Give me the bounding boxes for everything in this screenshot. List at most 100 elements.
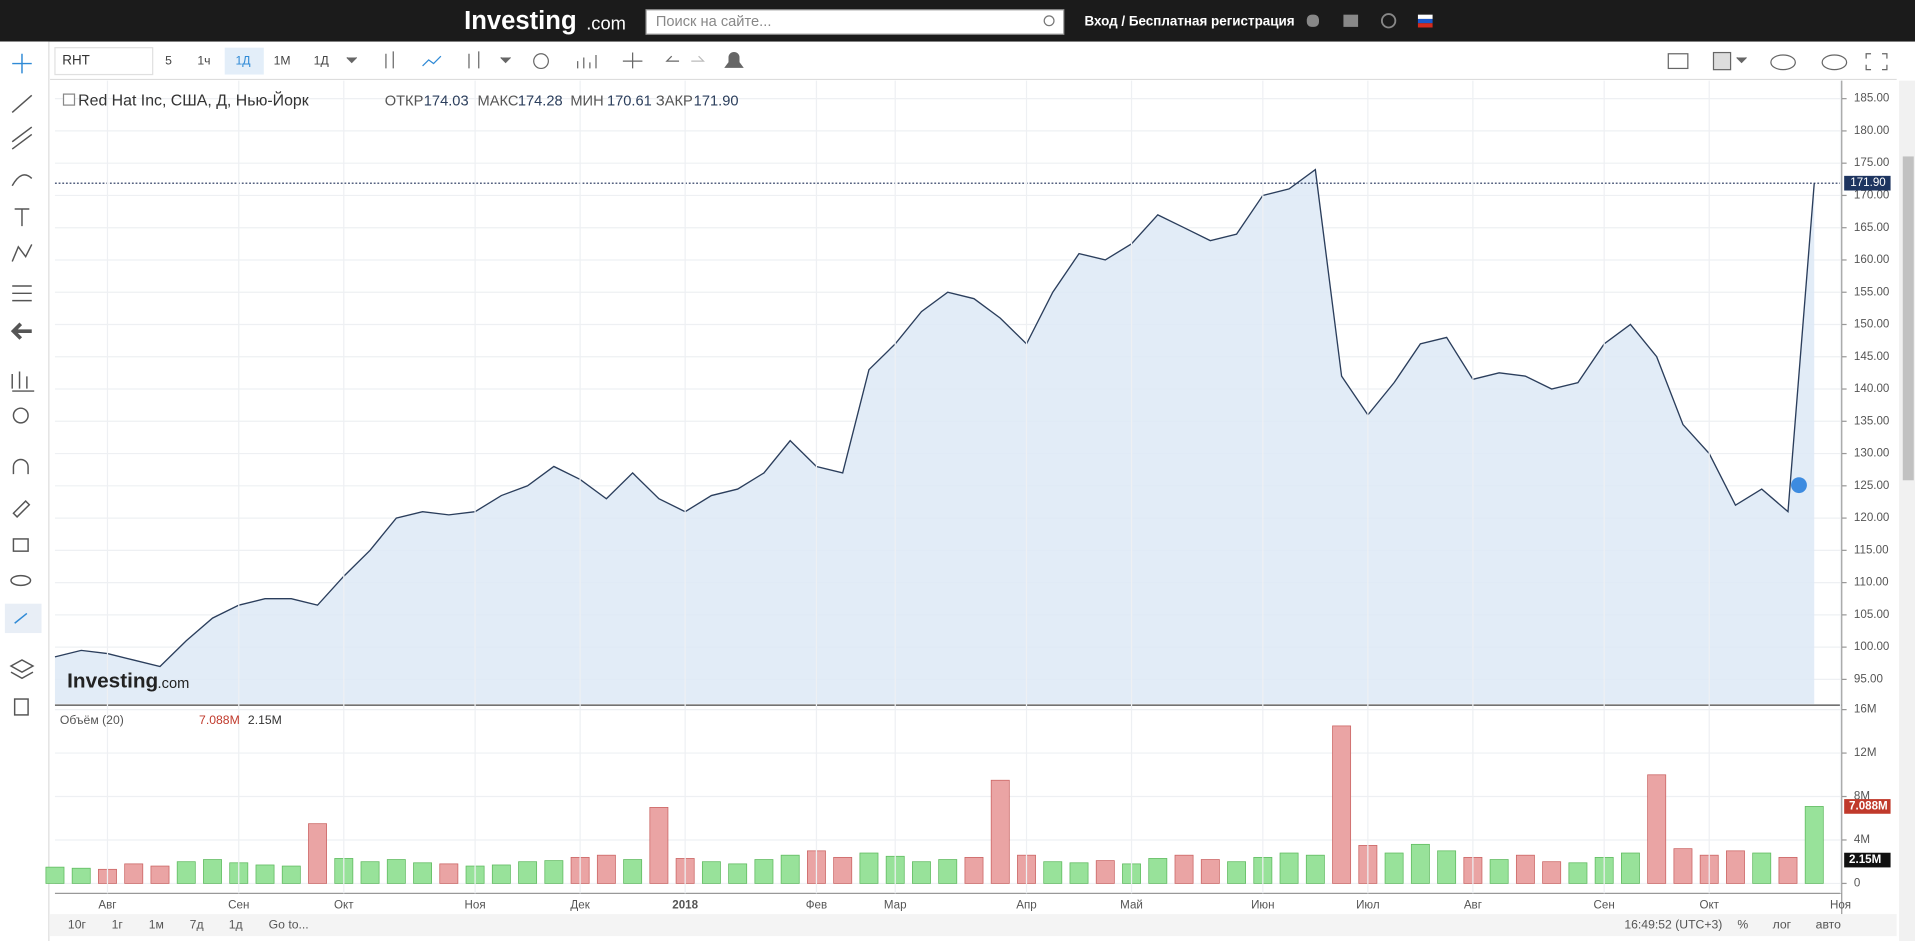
y-tick-label: 115.00 xyxy=(1854,543,1889,556)
delete-tool[interactable] xyxy=(13,698,29,716)
lock-drawing-tool[interactable] xyxy=(12,500,31,518)
clock: 16:49:52 (UTC+3) xyxy=(1624,917,1722,931)
volume-bar xyxy=(596,854,616,884)
fullscreen[interactable] xyxy=(1865,53,1888,71)
line-style[interactable] xyxy=(422,55,442,67)
event-marker[interactable] xyxy=(1791,477,1807,494)
volume-bar xyxy=(150,865,170,884)
interval-button[interactable]: 1ч xyxy=(197,53,210,67)
y-tick-label: 95.00 xyxy=(1854,672,1883,685)
range-button[interactable]: 1м xyxy=(149,917,164,931)
x-tick-label: Авг xyxy=(1464,899,1482,912)
interval-button[interactable]: 5 xyxy=(165,53,172,67)
link-tool[interactable] xyxy=(14,612,28,624)
layers-tool[interactable] xyxy=(9,659,35,680)
scale-option[interactable]: % xyxy=(1737,917,1748,931)
interval-button[interactable]: 1Д xyxy=(236,53,252,67)
y-tick-label: 4M xyxy=(1854,833,1870,846)
range-button[interactable]: 1г xyxy=(112,917,124,931)
template-menu[interactable] xyxy=(1736,57,1747,64)
text-tool[interactable] xyxy=(14,208,30,227)
y-tick-label: 155.00 xyxy=(1854,285,1889,298)
search-box[interactable] xyxy=(645,9,1065,35)
flag-icon[interactable] xyxy=(1417,18,1433,24)
y-tick-label: 180.00 xyxy=(1854,124,1889,137)
x-tick-label: Сен xyxy=(1594,899,1615,912)
brush-tool[interactable] xyxy=(11,174,33,187)
screenshot[interactable] xyxy=(1667,53,1689,70)
goto-button[interactable]: Go to... xyxy=(269,917,309,931)
login-link[interactable]: Вход / Бесплатная регистрация xyxy=(1085,14,1295,29)
back-tool[interactable] xyxy=(10,322,32,340)
volume-bar xyxy=(1069,862,1089,884)
scale-option[interactable]: лог xyxy=(1773,917,1792,931)
interval-menu[interactable] xyxy=(346,57,358,64)
redo[interactable] xyxy=(691,55,705,62)
pattern-tool[interactable] xyxy=(11,244,33,262)
y-tick-label: 140.00 xyxy=(1854,382,1889,395)
interval-button[interactable]: 1Д xyxy=(314,53,330,67)
lock-tool[interactable] xyxy=(12,538,29,552)
zoom-tool[interactable] xyxy=(12,407,29,424)
range-button[interactable]: 10г xyxy=(68,917,87,931)
fib-tool[interactable] xyxy=(12,285,32,302)
volume-bar xyxy=(413,862,432,884)
measure-tool[interactable] xyxy=(11,371,35,392)
eye-tool[interactable] xyxy=(10,574,32,587)
search-icon[interactable] xyxy=(1043,15,1055,27)
volume-bar xyxy=(1804,806,1824,884)
symbol[interactable]: RHT xyxy=(62,53,90,68)
ohlc-name: МАКС xyxy=(478,93,519,109)
y-tick-label: 170.00 xyxy=(1854,189,1889,202)
link-tool-bg[interactable] xyxy=(4,603,42,634)
volume-bar xyxy=(1200,859,1220,884)
y-tick-label: 16M xyxy=(1854,703,1877,716)
logo-suffix[interactable]: .com xyxy=(586,12,626,33)
bell-icon[interactable] xyxy=(1306,14,1320,27)
volume-bar xyxy=(990,779,1010,884)
style-menu[interactable] xyxy=(500,57,511,64)
symbol-input[interactable] xyxy=(54,47,154,76)
ohlc-value: 170.61 xyxy=(607,93,652,109)
volume-bar xyxy=(1752,852,1772,884)
undo[interactable] xyxy=(665,55,680,62)
y-tick-label: 165.00 xyxy=(1854,221,1889,234)
volume-bar xyxy=(859,852,879,884)
compare[interactable] xyxy=(622,52,643,69)
load[interactable] xyxy=(1770,54,1796,71)
save[interactable] xyxy=(1821,54,1848,71)
x-tick-label: Мар xyxy=(884,899,907,912)
search-placeholder[interactable]: Поиск на сайте... xyxy=(656,14,772,30)
channel-tool[interactable] xyxy=(11,126,33,150)
volume-bar xyxy=(1174,854,1194,884)
bars-style[interactable] xyxy=(385,51,394,69)
scroll-thumb[interactable] xyxy=(1902,156,1914,481)
scale-option[interactable]: авто xyxy=(1816,917,1841,931)
crosshair-tool[interactable] xyxy=(12,53,32,74)
volume-value: 7.088M xyxy=(199,713,240,727)
flag-icon[interactable] xyxy=(1417,23,1433,28)
volume-bar xyxy=(1568,862,1588,884)
range-button[interactable]: 1д xyxy=(229,917,243,931)
logo[interactable]: Investing xyxy=(464,7,577,35)
ma-tag-bg xyxy=(1844,852,1891,868)
indicators[interactable] xyxy=(577,54,597,69)
x-tick-label: Сен xyxy=(228,899,249,912)
chart-toolbar xyxy=(50,42,1897,80)
series-title: Red Hat Inc, США, Д, Нью-Йорк xyxy=(78,91,310,110)
magnet-tool[interactable] xyxy=(12,458,29,475)
flag-icon[interactable] xyxy=(1417,14,1433,19)
template[interactable] xyxy=(1712,51,1732,71)
candle-style[interactable] xyxy=(468,51,480,69)
settings[interactable] xyxy=(533,53,549,70)
portfolio-icon[interactable] xyxy=(1343,14,1359,27)
range-button[interactable]: 7д xyxy=(190,917,204,931)
trend-tool[interactable] xyxy=(11,94,33,113)
clock-icon[interactable] xyxy=(1380,13,1397,29)
alert[interactable] xyxy=(724,52,744,68)
scale-options: % лог авто xyxy=(1737,917,1841,931)
collapse-button[interactable] xyxy=(62,93,76,106)
interval-button[interactable]: 1М xyxy=(274,53,291,67)
